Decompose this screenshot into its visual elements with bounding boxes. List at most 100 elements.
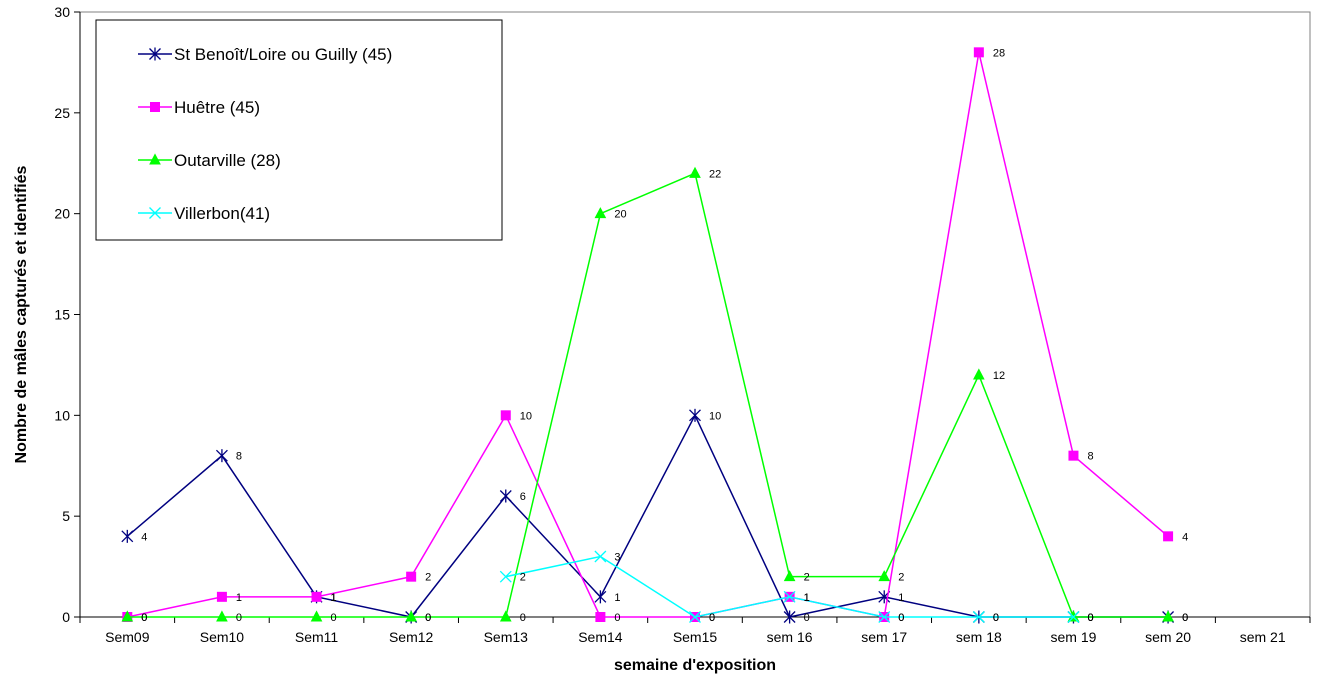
data-label: 8 [236, 451, 242, 463]
legend-marker [149, 207, 161, 219]
y-tick-label: 25 [54, 105, 70, 121]
data-point [878, 611, 891, 623]
y-tick-label: 5 [62, 508, 70, 524]
data-point [310, 610, 323, 622]
y-axis-title: Nombre de mâles capturés et identifiés [13, 165, 30, 463]
legend: St Benoît/Loire ou Guilly (45) Huêtre (45… [95, 19, 503, 241]
data-label: 4 [1182, 531, 1188, 543]
data-point [973, 368, 985, 380]
data-point [1163, 531, 1174, 542]
x-tick-label: sem 21 [1240, 629, 1286, 645]
data-point [216, 591, 227, 602]
data-point [499, 570, 512, 583]
data-point [499, 489, 512, 503]
y-tick-label: 20 [54, 206, 70, 222]
data-point [594, 207, 607, 219]
data-label: 10 [520, 410, 532, 422]
y-tick-label: 10 [54, 407, 70, 423]
y-tick-label: 15 [54, 307, 70, 323]
data-label: 0 [236, 612, 242, 624]
data-label: 0 [1182, 612, 1188, 624]
x-tick-label: sem 19 [1051, 629, 1097, 645]
data-point [1068, 450, 1079, 461]
data-label: 0 [520, 612, 526, 624]
data-point [972, 611, 985, 623]
data-label: 1 [804, 592, 810, 604]
legend-box [95, 19, 503, 241]
legend-item: Outarville (28) [138, 151, 281, 170]
data-label: 6 [520, 491, 526, 503]
legend-item: Villerbon(41) [138, 204, 270, 223]
data-label: 1 [236, 592, 242, 604]
data-point [499, 610, 512, 622]
data-point [311, 591, 322, 602]
data-label: 3 [614, 552, 620, 564]
data-label: 0 [425, 612, 431, 624]
data-label: 22 [709, 168, 721, 180]
y-axis: 0 5 10 15 20 25 30 [54, 4, 81, 625]
data-label: 4 [141, 531, 147, 543]
data-label: 0 [331, 612, 337, 624]
x-tick-label: sem 16 [767, 629, 813, 645]
legend-label: Huêtre (45) [174, 98, 260, 117]
x-tick-label: sem 18 [956, 629, 1002, 645]
data-point [878, 570, 891, 582]
legend-item: Huêtre (45) [138, 98, 260, 117]
legend-marker [149, 47, 161, 61]
data-label: 0 [993, 612, 999, 624]
data-label: 28 [993, 47, 1005, 59]
data-label: 1 [614, 592, 620, 604]
data-point [595, 612, 606, 622]
data-point [783, 590, 796, 603]
data-point [1067, 611, 1080, 623]
data-point [405, 610, 417, 622]
data-label: 0 [804, 612, 810, 624]
data-point [594, 590, 607, 604]
data-point [121, 529, 134, 543]
data-point [783, 570, 796, 582]
data-point [500, 410, 511, 421]
x-tick-label: Sem10 [200, 629, 245, 645]
data-label: 0 [1087, 612, 1093, 624]
series-2 [121, 166, 1174, 622]
x-tick-label: Sem09 [105, 629, 150, 645]
series-line [127, 172, 1169, 618]
x-tick-label: Sem11 [295, 629, 339, 645]
data-point [121, 610, 134, 622]
data-label: 0 [1087, 612, 1093, 624]
data-point [215, 449, 228, 463]
series-3 [499, 550, 1080, 623]
legend-label: Villerbon(41) [174, 204, 270, 223]
data-label: 1 [331, 592, 337, 604]
data-point [689, 408, 701, 422]
data-label: 1 [898, 592, 904, 604]
y-tick-label: 30 [54, 4, 70, 20]
data-point [216, 610, 228, 622]
data-label: 0 [1087, 612, 1093, 624]
x-axis-title: semaine d'exposition [614, 657, 776, 674]
legend-marker [149, 153, 161, 165]
data-point [689, 611, 701, 623]
data-label: 0 [898, 612, 904, 624]
data-point [689, 166, 701, 178]
data-label: 2 [520, 572, 526, 584]
legend-marker [150, 102, 160, 112]
data-label: 1 [331, 592, 337, 604]
data-point [973, 47, 984, 58]
x-tick-label: Sem14 [578, 629, 623, 645]
x-tick-label: sem 17 [861, 629, 907, 645]
data-label: 20 [614, 209, 626, 221]
data-label: 2 [425, 572, 431, 584]
data-label: 1 [804, 592, 810, 604]
data-label: 0 [141, 612, 147, 624]
data-point [406, 571, 417, 582]
data-point [1162, 610, 1174, 622]
legend-label: Outarville (28) [174, 151, 281, 170]
data-label: 10 [709, 410, 721, 422]
data-label: 0 [898, 612, 904, 624]
data-point [594, 550, 607, 563]
data-label: 12 [993, 370, 1005, 382]
series-layer [121, 47, 1175, 624]
